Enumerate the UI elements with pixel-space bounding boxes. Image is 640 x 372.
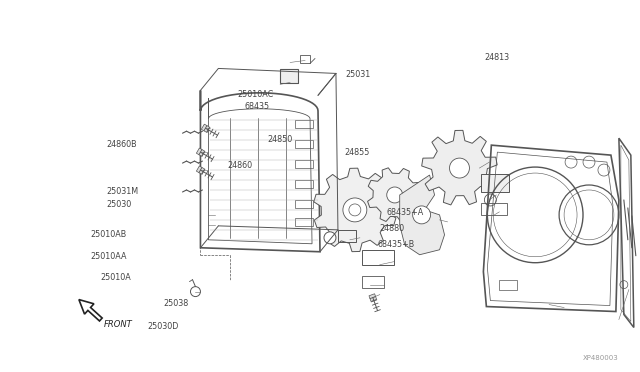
Circle shape xyxy=(449,158,469,178)
Circle shape xyxy=(413,206,431,224)
Bar xyxy=(481,203,508,215)
Bar xyxy=(295,218,313,226)
Text: 25010AC: 25010AC xyxy=(237,90,273,99)
Polygon shape xyxy=(314,168,396,251)
Bar xyxy=(362,250,394,265)
Bar xyxy=(280,70,298,83)
Text: 25038: 25038 xyxy=(164,299,189,308)
Polygon shape xyxy=(196,166,205,174)
Circle shape xyxy=(324,232,336,244)
Circle shape xyxy=(343,198,367,222)
Circle shape xyxy=(387,187,403,203)
Polygon shape xyxy=(400,175,445,255)
Bar xyxy=(338,230,356,242)
Text: FRONT: FRONT xyxy=(104,320,132,329)
Bar xyxy=(295,140,313,148)
Text: 25010AA: 25010AA xyxy=(90,252,127,261)
Text: 25030D: 25030D xyxy=(148,321,179,331)
Text: 68435: 68435 xyxy=(244,102,270,111)
Bar xyxy=(295,160,313,168)
Text: 25031M: 25031M xyxy=(106,187,138,196)
Polygon shape xyxy=(369,294,376,301)
Text: 24813: 24813 xyxy=(484,52,509,61)
Bar xyxy=(499,280,517,290)
Polygon shape xyxy=(367,168,422,222)
Text: 25030: 25030 xyxy=(106,200,132,209)
Text: 24850: 24850 xyxy=(268,135,293,144)
Bar xyxy=(481,174,509,192)
Text: 24860: 24860 xyxy=(228,161,253,170)
Bar xyxy=(300,55,310,64)
Bar xyxy=(295,200,313,208)
Text: 24860B: 24860B xyxy=(106,140,137,149)
Bar xyxy=(295,180,313,188)
Polygon shape xyxy=(202,124,209,132)
Text: 25010A: 25010A xyxy=(100,273,131,282)
Text: 25010AB: 25010AB xyxy=(90,230,127,240)
Polygon shape xyxy=(196,148,205,156)
Text: XP480003: XP480003 xyxy=(583,355,619,361)
Bar xyxy=(362,276,384,288)
Text: 24880: 24880 xyxy=(380,224,404,233)
Text: 68435+A: 68435+A xyxy=(387,208,424,217)
Bar xyxy=(295,120,313,128)
Text: 68435+B: 68435+B xyxy=(378,240,415,249)
Circle shape xyxy=(191,286,200,296)
Polygon shape xyxy=(422,130,497,205)
Text: 24855: 24855 xyxy=(344,148,370,157)
Text: 25031: 25031 xyxy=(346,70,371,79)
